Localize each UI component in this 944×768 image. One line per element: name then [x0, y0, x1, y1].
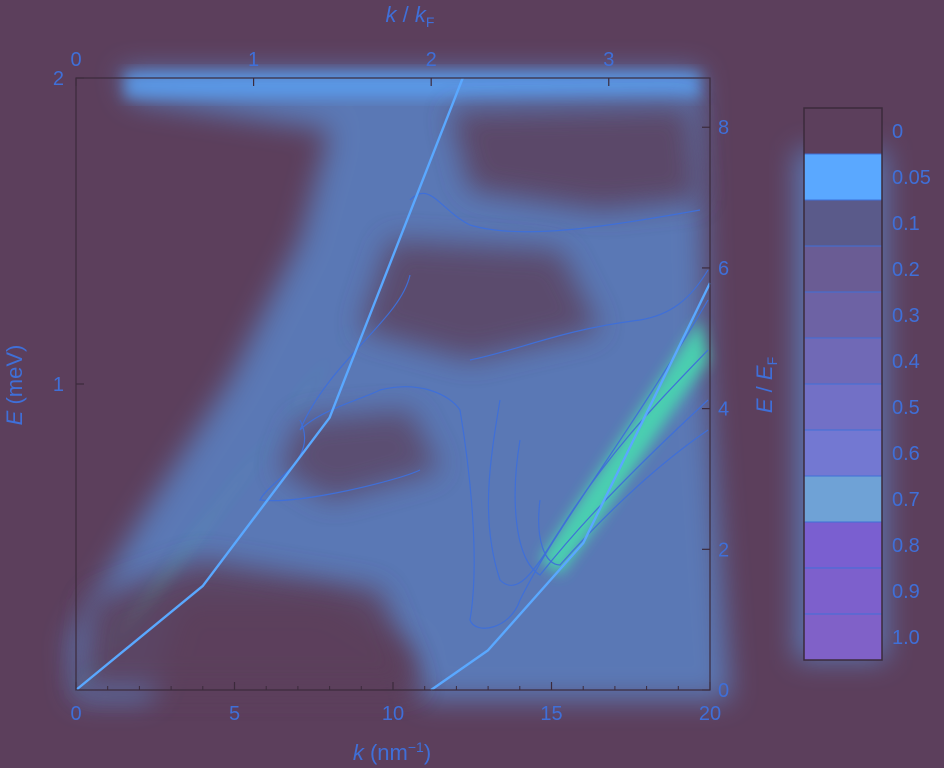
colorbar-label: 0.1 — [892, 213, 920, 235]
colorbar-step — [803, 107, 883, 155]
colorbar-label: 0.6 — [892, 443, 920, 465]
y-axis-label: E (meV) — [2, 345, 27, 426]
tick-label: 1 — [248, 49, 259, 71]
series-layer — [75, 77, 712, 691]
tick-label: 4 — [718, 399, 729, 421]
tick-label: 0 — [70, 703, 81, 725]
dark-region-middle — [360, 240, 600, 360]
x-axis-ticks: 0 5 10 15 20 — [70, 682, 721, 725]
contour-line — [514, 399, 709, 576]
colorbar-label: 0.8 — [892, 535, 920, 557]
tick-label: 5 — [229, 703, 240, 725]
contour-line — [409, 192, 701, 233]
colorbar-step — [803, 337, 883, 385]
tick-label: 6 — [718, 258, 729, 280]
tick-label: 0 — [718, 680, 729, 702]
contour-lines — [259, 192, 709, 629]
tick-label: 2 — [426, 49, 437, 71]
colorbar-label: 0.9 — [892, 581, 920, 603]
colorbar-frame — [803, 107, 883, 661]
tick-label: 3 — [603, 49, 614, 71]
dispersion-curve — [430, 282, 712, 691]
dark-region-upper — [450, 105, 700, 210]
right-axis-label: E / EF — [752, 357, 780, 413]
tick-label: 20 — [699, 703, 721, 725]
colorbar-label: 0.7 — [892, 489, 920, 511]
tick-label: 2 — [53, 68, 64, 90]
colorbar-label: 0.05 — [892, 167, 931, 189]
contour-line — [469, 269, 709, 361]
intensity-glow-top — [125, 72, 700, 98]
contour-line — [259, 419, 421, 502]
colorbar-step — [803, 383, 883, 431]
colorbar-step — [803, 521, 883, 569]
dispersion-curve — [75, 77, 464, 691]
colorbar-step — [803, 567, 883, 615]
colorbar-step — [803, 291, 883, 339]
colorbar-step — [803, 199, 883, 247]
top-axis-ticks: 0 1 2 3 — [70, 49, 614, 86]
colorbar-label: 0.2 — [892, 259, 920, 281]
y-axis-ticks: 12 — [53, 68, 84, 396]
right-axis-ticks: 0 2 4 6 8 — [702, 117, 729, 702]
tick-label: 1 — [53, 374, 64, 396]
contour-line — [538, 429, 709, 566]
colorbar-label: 1.0 — [892, 627, 920, 649]
dark-region-lower-left — [80, 560, 420, 690]
colorbar-label: 0 — [892, 121, 903, 143]
colorbar-step — [803, 153, 883, 201]
tick-label: 8 — [718, 117, 729, 139]
tick-label: 2 — [718, 539, 729, 561]
colorbar-label: 0.4 — [892, 351, 920, 373]
tick-label: 0 — [70, 49, 81, 71]
colorbar-step — [803, 245, 883, 293]
colorbar-label: 0.3 — [892, 305, 920, 327]
tick-label: 10 — [382, 703, 404, 725]
colorbar-step — [803, 429, 883, 477]
colorbar: 0 0.05 0.1 0.2 0.3 0.4 0.5 0.6 0.7 0.8 0.9 1.0 — [803, 107, 931, 661]
colorbar-label: 0.5 — [892, 397, 920, 419]
peak-ridge-right — [540, 320, 708, 575]
x-axis-label: k (nm−1) — [353, 739, 431, 765]
tick-label: 15 — [540, 703, 562, 725]
colorbar-step — [803, 613, 883, 661]
colorbar-step — [803, 475, 883, 523]
top-axis-label: k / kF — [386, 2, 435, 30]
